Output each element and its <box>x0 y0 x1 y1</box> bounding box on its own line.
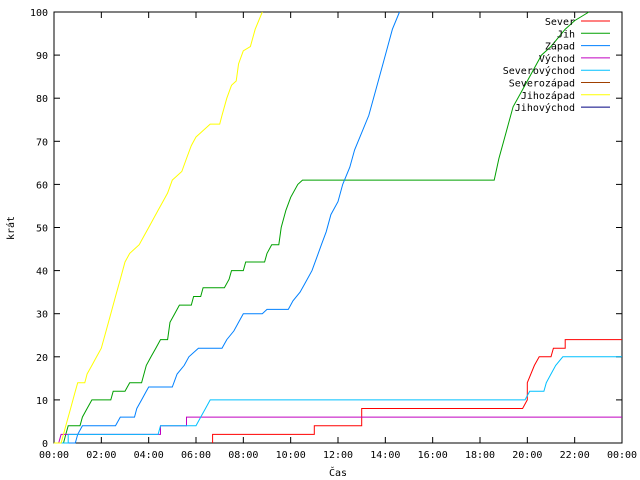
x-tick-label: 08:00 <box>228 450 258 461</box>
y-tick-label: 30 <box>36 310 48 321</box>
legend-label-severovychod: Severovýchod <box>503 65 575 77</box>
legend-label-sever: Sever <box>545 17 575 28</box>
series-line-zapad <box>54 11 400 444</box>
y-tick-label: 40 <box>36 267 48 278</box>
y-tick-label: 60 <box>36 180 48 191</box>
x-axis-ticks: 00:00 02:00 04:00 06:00 08:00 10:00 12:00 14:00… <box>39 12 637 461</box>
y-tick-label: 0 <box>42 439 48 450</box>
y-axis-label: krát <box>5 216 17 240</box>
x-tick-label: 04:00 <box>134 450 164 461</box>
x-tick-label: 10:00 <box>276 450 306 461</box>
series-line-sever <box>212 339 622 443</box>
y-tick-label: 50 <box>36 224 48 235</box>
legend-label-jihovychod: Jihovýchod <box>515 102 575 114</box>
series-line-jih <box>54 11 590 444</box>
x-tick-label: 20:00 <box>512 450 542 461</box>
legend-label-vychod: Východ <box>539 53 575 65</box>
legend-label-jihozapad: Jihozápad <box>521 90 575 102</box>
x-tick-label: 18:00 <box>465 450 495 461</box>
x-tick-label: 00:00 <box>607 450 637 461</box>
x-tick-label: 02:00 <box>86 450 116 461</box>
y-tick-label: 20 <box>36 353 48 364</box>
x-tick-label: 16:00 <box>418 450 448 461</box>
x-axis-label: Čas <box>329 466 347 479</box>
legend-label-zapad: Západ <box>545 41 575 53</box>
y-tick-label: 90 <box>36 51 48 62</box>
series-lines <box>54 11 622 444</box>
legend: SeverJihZápadVýchodSeverovýchodSeverozáp… <box>503 17 610 114</box>
x-tick-label: 06:00 <box>181 450 211 461</box>
series-line-severovychod <box>54 356 622 444</box>
y-tick-label: 10 <box>36 396 48 407</box>
x-tick-label: 22:00 <box>560 450 590 461</box>
series-line-vychod <box>54 416 622 444</box>
legend-label-severozapad: Severozápad <box>509 78 575 90</box>
y-tick-label: 100 <box>30 8 48 19</box>
series-line-jihozapad <box>54 11 263 444</box>
y-axis-ticks: 0 10 20 30 40 50 60 70 80 90 100 <box>30 8 622 450</box>
legend-label-jih: Jih <box>557 29 575 40</box>
y-tick-label: 80 <box>36 94 48 105</box>
x-tick-label: 00:00 <box>39 450 69 461</box>
x-tick-label: 12:00 <box>323 450 353 461</box>
y-tick-label: 70 <box>36 137 48 148</box>
x-tick-label: 14:00 <box>370 450 400 461</box>
